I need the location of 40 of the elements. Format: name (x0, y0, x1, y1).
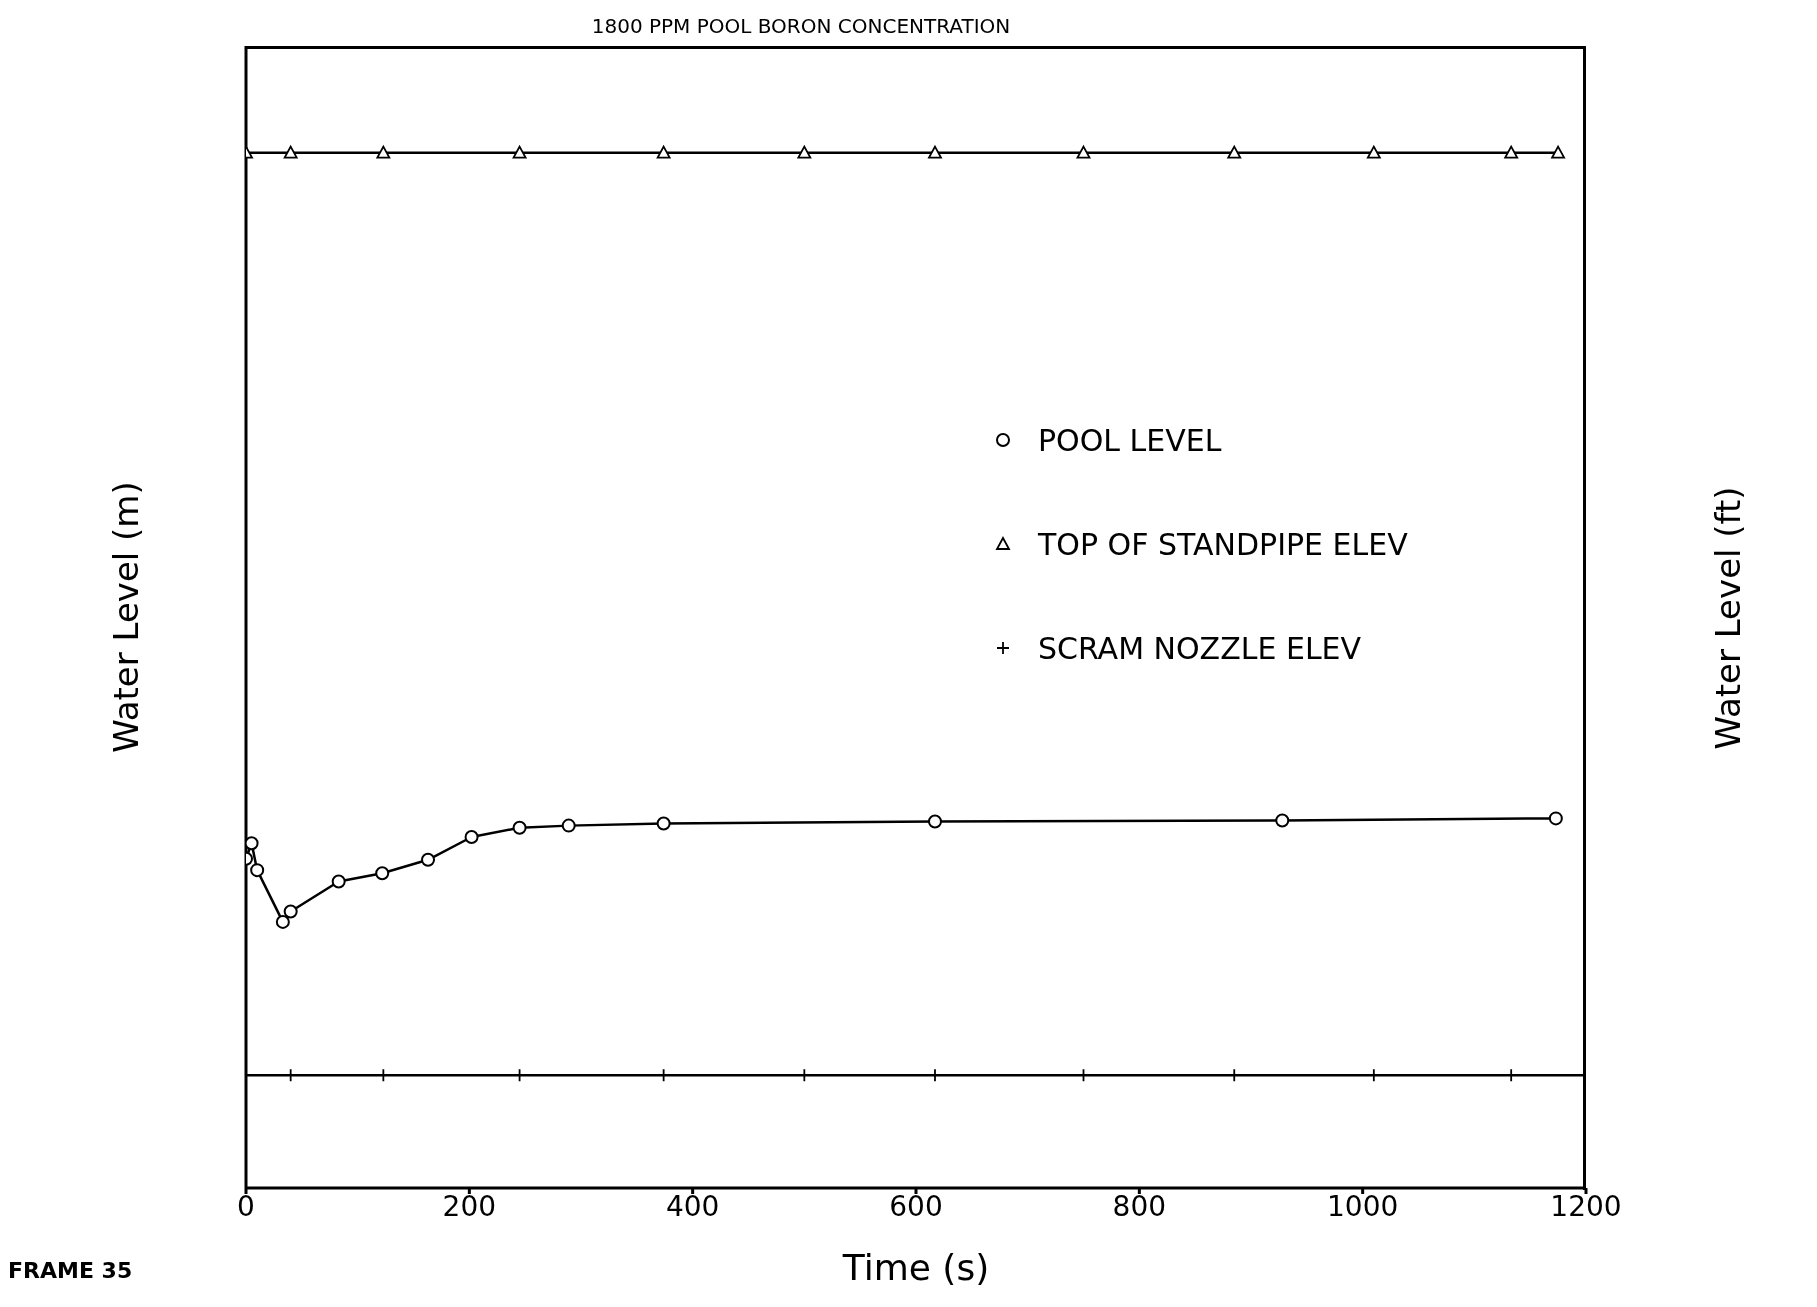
x-tick-label: 0 (237, 1189, 255, 1223)
y-axis-title: Water Level (m) (106, 481, 147, 753)
x-tick-label: 400 (665, 1189, 720, 1223)
point (246, 836, 259, 851)
text: FRAME 35 (8, 1258, 133, 1283)
point (283, 904, 298, 919)
x-tick-label: 800 (1112, 1189, 1167, 1223)
legend-label: POOL LEVEL (1038, 422, 1222, 458)
chart-title: 1800 PPM POOL BORON CONCENTRATION (590, 14, 1012, 38)
point (927, 814, 942, 829)
legend-label: SCRAM NOZZLE ELEV (1038, 630, 1362, 666)
point (421, 852, 436, 867)
point (250, 863, 265, 878)
point (656, 145, 671, 159)
y2-axis-title: Water Level (ft) (1708, 486, 1748, 750)
point (512, 145, 527, 159)
point (656, 816, 671, 831)
point (1227, 145, 1242, 159)
point (1548, 811, 1563, 826)
x-tick-label: 200 (442, 1189, 497, 1223)
point (1551, 145, 1565, 159)
x-axis-title: Time (s) (841, 1247, 990, 1288)
point (797, 145, 812, 159)
point (1504, 145, 1519, 159)
point (331, 874, 346, 889)
point (375, 866, 390, 881)
point (1076, 145, 1091, 159)
x-tick-label: 1200 (1550, 1189, 1622, 1223)
legend-label: TOP OF STANDPIPE ELEV (1038, 526, 1408, 562)
point (376, 145, 391, 159)
point (1366, 145, 1381, 159)
point (1275, 813, 1290, 828)
x-tick-label: 1000 (1327, 1189, 1399, 1223)
point (275, 914, 290, 929)
point (928, 145, 942, 159)
point (464, 830, 479, 845)
point (512, 820, 527, 835)
point (561, 818, 576, 833)
x-tick-label: 600 (889, 1189, 943, 1223)
point (283, 145, 298, 159)
